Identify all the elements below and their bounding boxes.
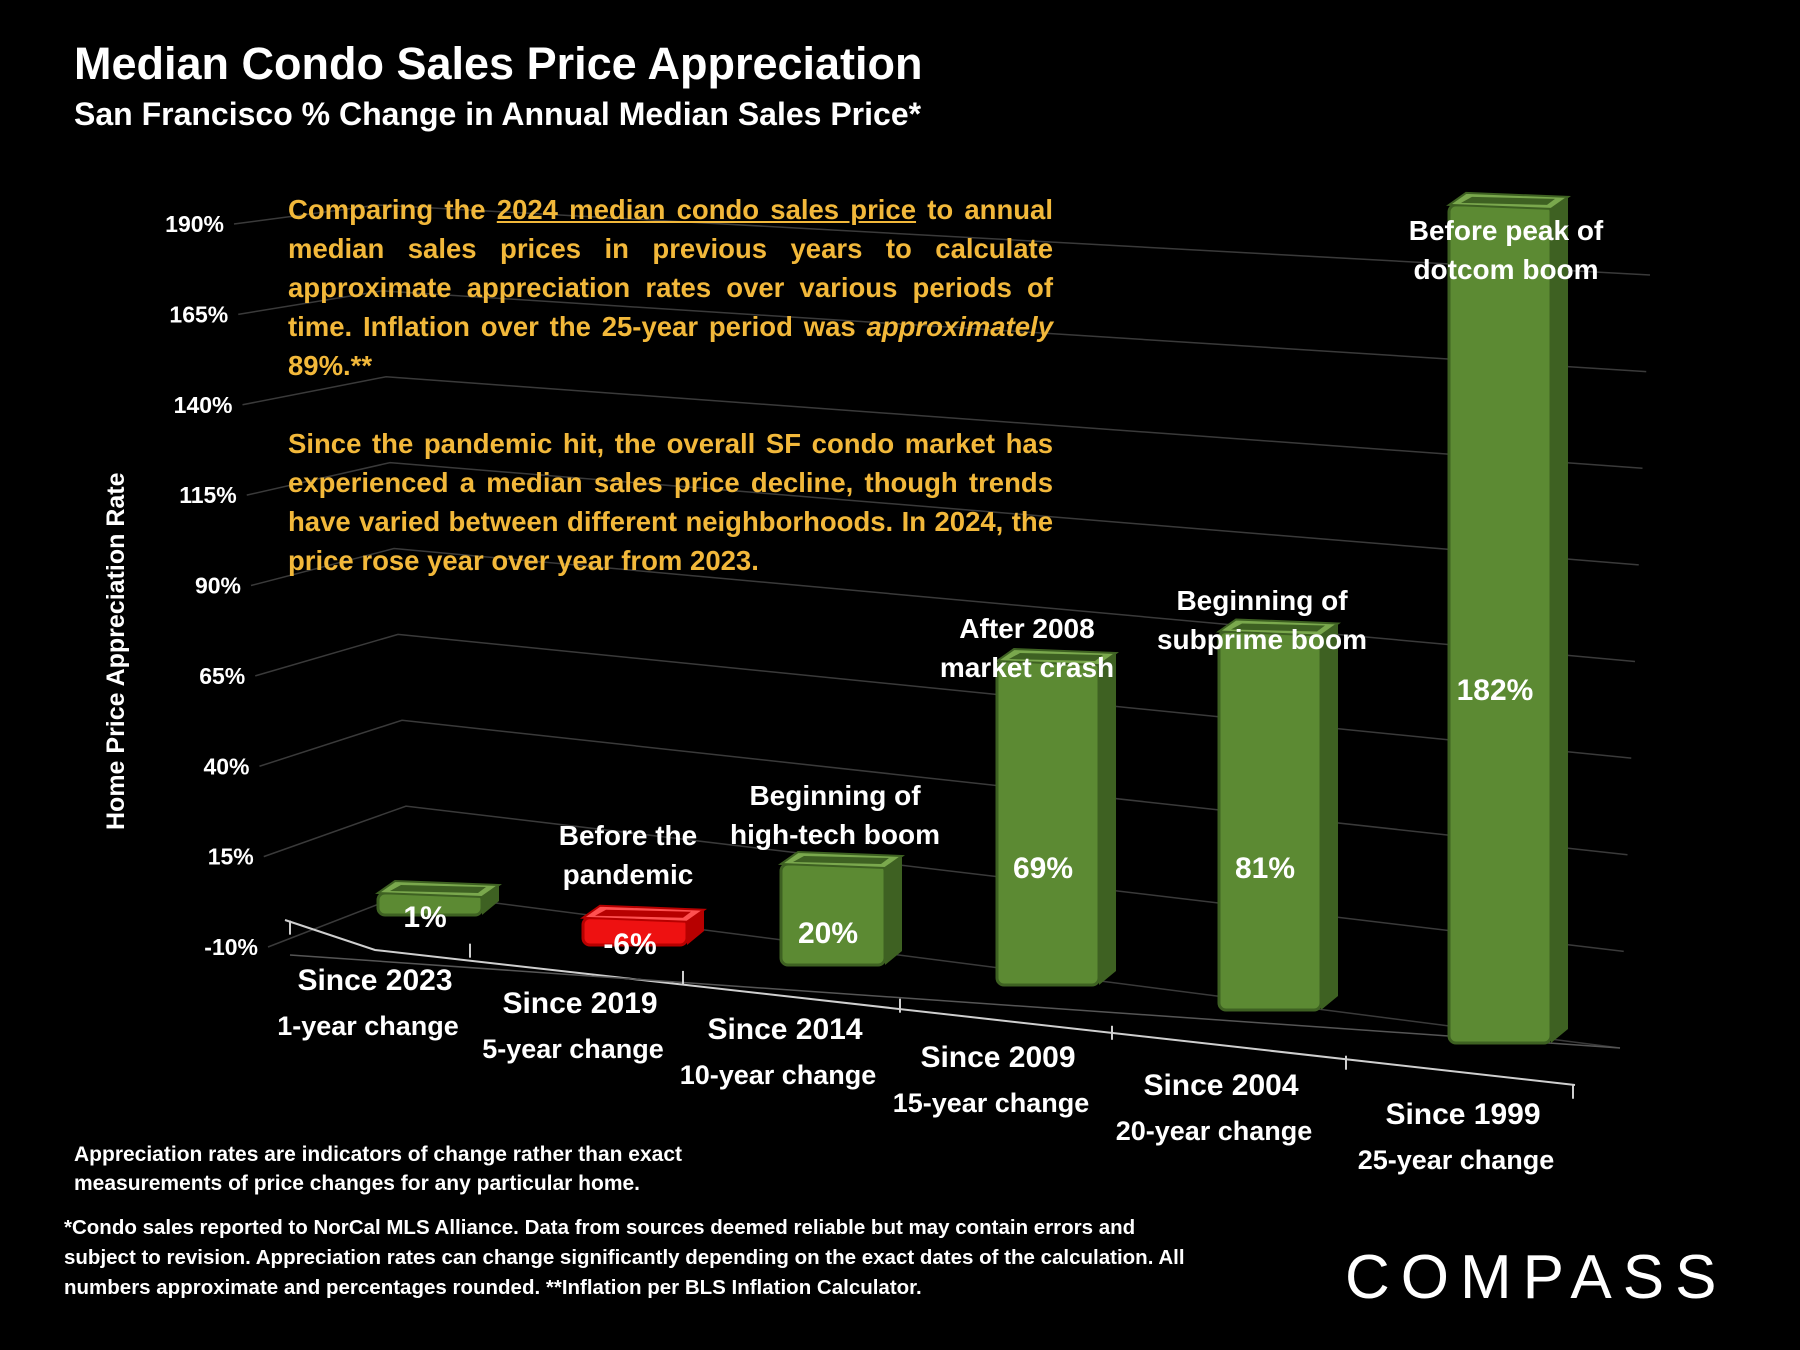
y-tick-label: 190%: [165, 211, 224, 237]
bar-top-inner: [1461, 196, 1555, 205]
gridline: [263, 805, 1624, 953]
x-category-sublabel: 20-year change: [1116, 1116, 1313, 1146]
bar-front: [1447, 203, 1553, 1045]
bar-front: [995, 659, 1101, 987]
gridline: [238, 290, 1647, 373]
bar-value-label: 20%: [798, 917, 858, 950]
x-axis: Since 2023 1-year change Since 2019 5-year …: [277, 919, 1621, 1175]
note-text: Comparing the: [288, 194, 497, 225]
note-underlined-text: 2024 median condo sales price: [496, 194, 917, 225]
bar-annotation: Beginning of: [1176, 585, 1348, 616]
bar-annotation: pandemic: [563, 859, 694, 890]
floor-line: [289, 954, 1621, 1049]
x-category-label: Since 1999: [1385, 1098, 1540, 1131]
x-category-label: Since 2014: [707, 1013, 862, 1046]
x-category-label: Since 2009: [920, 1041, 1075, 1074]
bar-top-inner: [595, 909, 691, 918]
bar-top-inner: [793, 856, 889, 864]
bar-side: [687, 909, 704, 945]
bar-value-label: 1%: [403, 901, 446, 934]
x-category-sublabel: 5-year change: [482, 1034, 664, 1064]
y-tick-label: 15%: [208, 844, 254, 870]
compass-logo: COMPASS: [1345, 1243, 1728, 1312]
bar: 182%: [1446, 191, 1571, 1045]
bar-front: [1217, 629, 1323, 1012]
gridline: [250, 547, 1636, 663]
note-text: to annual median sales prices in previou…: [288, 194, 1053, 342]
x-category-sublabel: 1-year change: [277, 1011, 459, 1041]
annotations: Before the pandemic Beginning of high-tech …: [559, 215, 1604, 890]
bar-top-inner: [1009, 653, 1103, 662]
chart-title: Median Condo Sales Price Appreciation: [74, 38, 923, 89]
x-category-sublabel: 15-year change: [893, 1088, 1090, 1118]
bar-annotation: Before peak of: [1409, 215, 1604, 246]
bar-annotation: Before the: [559, 820, 697, 851]
gridline: [259, 719, 1628, 856]
bar-top-inner: [1231, 623, 1325, 632]
y-tick-label: 40%: [203, 753, 249, 779]
y-tick-label: 65%: [199, 663, 245, 689]
note-paragraph-1: Comparing the 2024 median condo sales pr…: [288, 190, 1053, 385]
note-paragraph-2: Since the pandemic hit, the overall SF c…: [288, 428, 1053, 576]
bar-value-label: 182%: [1457, 674, 1534, 707]
y-tick-labels: -10% 15% 40% 65% 90% 115% 140% 165% 190%: [165, 211, 258, 960]
x-category-label: Since 2023: [297, 964, 452, 997]
bar: 20%: [778, 850, 905, 967]
bar-side: [885, 856, 902, 965]
bar-value-label: 81%: [1235, 852, 1295, 885]
y-tick-label: 165%: [169, 301, 228, 327]
bar-side: [1321, 623, 1338, 1010]
bar-annotation: high-tech boom: [730, 819, 940, 850]
footnote: *Condo sales reported to NorCal MLS Alli…: [64, 1216, 1185, 1299]
bars: 1% -6% 20% 69% 81% 182%: [375, 191, 1571, 1045]
note-text: 89%.**: [288, 350, 373, 381]
bar-annotation: subprime boom: [1157, 624, 1367, 655]
x-category-label: Since 2019: [502, 987, 657, 1020]
gridline: [246, 461, 1639, 566]
bar-value-label: -6%: [603, 928, 656, 961]
disclaimer: Appreciation rates are indicators of cha…: [74, 1143, 683, 1195]
bar-annotation: market crash: [940, 652, 1114, 683]
bar: -6%: [580, 904, 707, 961]
bar-side: [1099, 653, 1116, 985]
chart-subtitle: San Francisco % Change in Annual Median …: [74, 96, 922, 132]
bar-top-inner: [390, 885, 486, 893]
gridline: [233, 204, 1651, 276]
x-axis-line: [284, 919, 1576, 1086]
y-tick-label: 90%: [195, 573, 241, 599]
y-tick-label: 140%: [174, 392, 233, 418]
bar-annotation: After 2008: [959, 613, 1094, 644]
bar-annotation: dotcom boom: [1413, 254, 1598, 285]
gridline: [242, 375, 1643, 469]
x-category-sublabel: 10-year change: [680, 1060, 877, 1090]
x-category-label: Since 2004: [1143, 1069, 1298, 1102]
bar-side: [482, 885, 499, 915]
bar-value-label: 69%: [1013, 852, 1073, 885]
bar: 81%: [1216, 618, 1341, 1012]
note-italic-text: approximately: [866, 311, 1053, 342]
x-category-sublabel: 25-year change: [1358, 1145, 1555, 1175]
bar-side: [1551, 196, 1568, 1043]
bar-annotation: Beginning of: [749, 780, 921, 811]
bar: 69%: [994, 648, 1119, 987]
y-axis-label: Home Price Appreciation Rate: [102, 472, 130, 830]
y-tick-label: -10%: [204, 934, 258, 960]
bar: 1%: [375, 879, 502, 934]
y-tick-label: 115%: [179, 482, 237, 508]
